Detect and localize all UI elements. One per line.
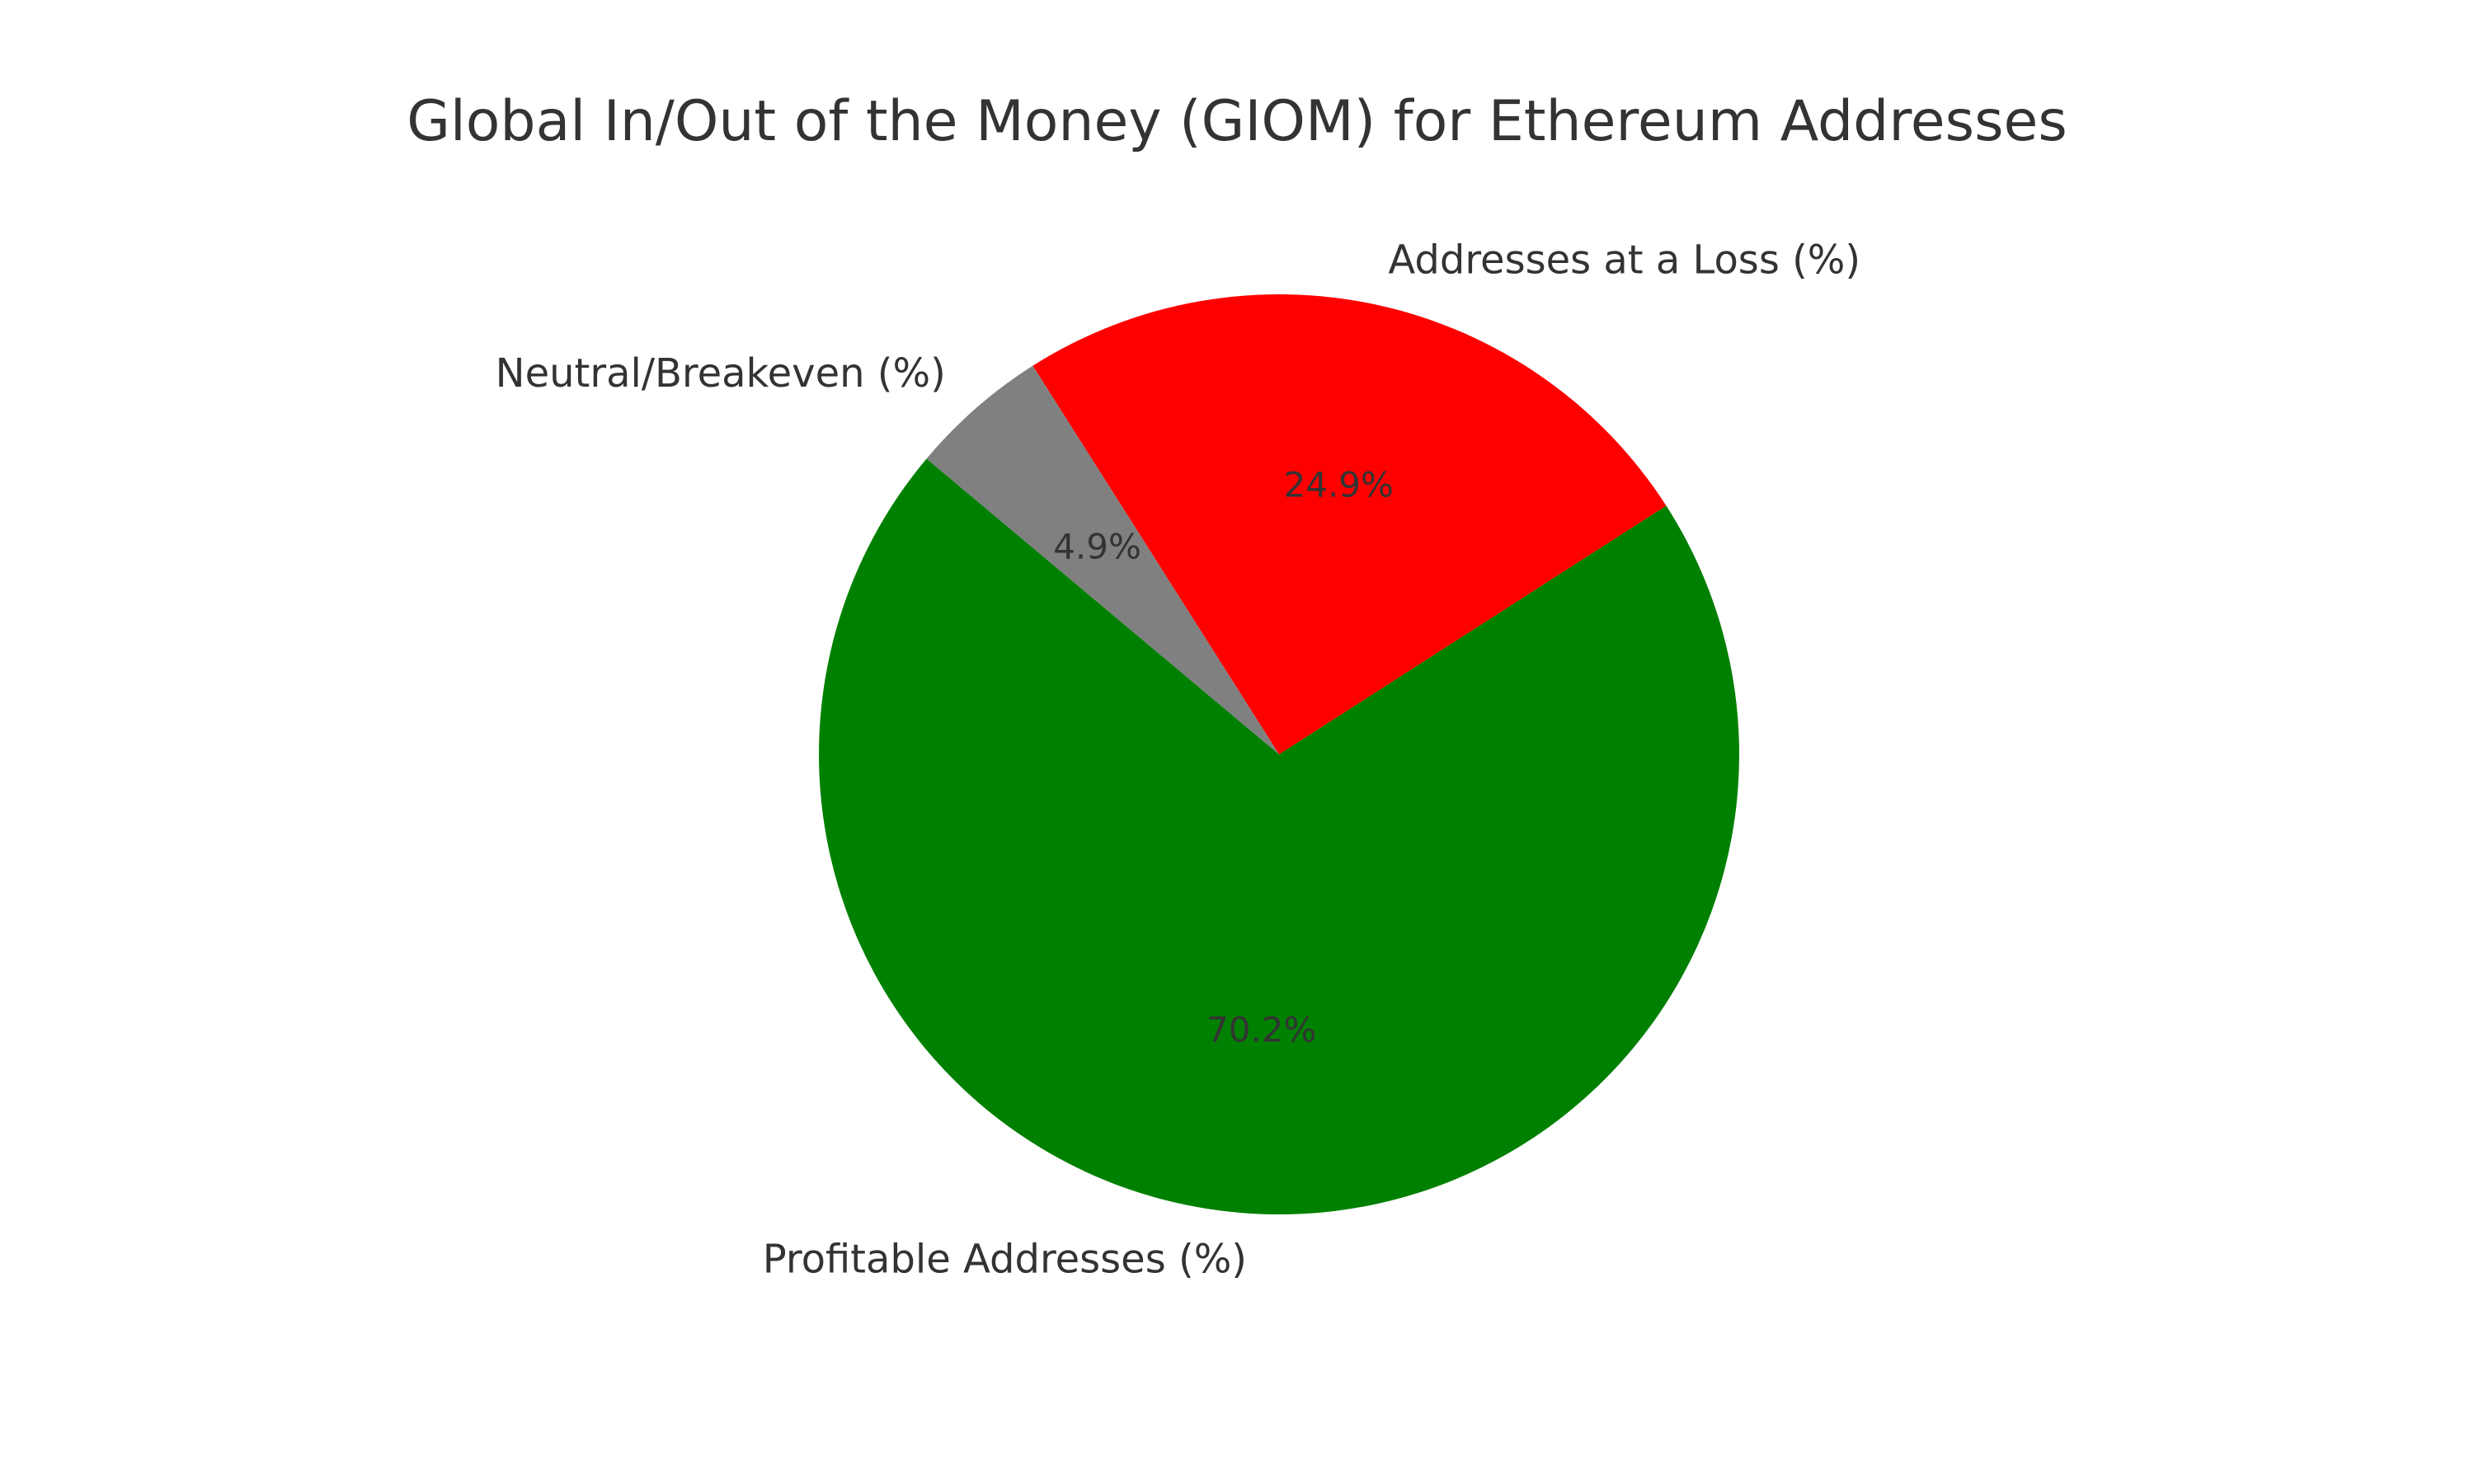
slice-label-1: Addresses at a Loss (%) [1388, 237, 1860, 284]
pie-slice-0 [818, 458, 1739, 1214]
pie-slice-1 [1032, 294, 1667, 755]
pie-slices [818, 294, 1739, 1214]
pie-slice-2 [926, 365, 1279, 754]
chart-title: Global In/Out of the Money (GIOM) for Et… [407, 89, 2067, 154]
pie-labels: Profitable Addresses (%) 70.2% Addresses a… [496, 237, 1860, 1283]
slice-label-2: Neutral/Breakeven (%) [496, 350, 946, 397]
slice-percent-0: 70.2% [1206, 1010, 1316, 1050]
slice-label-0: Profitable Addresses (%) [763, 1237, 1247, 1283]
slice-percent-1: 24.9% [1284, 465, 1394, 505]
slice-percent-2: 4.9% [1053, 527, 1141, 567]
